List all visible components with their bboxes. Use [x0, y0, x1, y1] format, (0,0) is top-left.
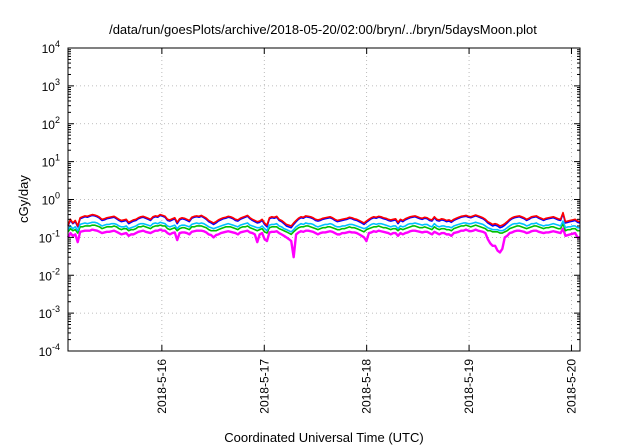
series-line-4 — [67, 222, 580, 236]
x-tick-label: 2018-5-18 — [360, 359, 374, 414]
y-tick-label: 10-3 — [39, 304, 60, 321]
series-line-1 — [67, 211, 581, 227]
grid — [68, 48, 580, 351]
y-tick-label: 104 — [42, 39, 60, 56]
x-axis-label: Coordinated Universal Time (UTC) — [224, 430, 423, 445]
x-axis-ticks: 2018-5-16 2018-5-17 2018-5-18 2018-5-19 2018… — [155, 48, 578, 414]
y-tick-label: 102 — [42, 115, 60, 132]
x-tick-label: 2018-5-20 — [564, 359, 578, 414]
y-axis-ticks: 10-4 10-3 10-2 10-1 100 101 102 103 104 — [39, 39, 580, 359]
y-tick-label: 10-2 — [39, 266, 60, 283]
series-line-2 — [67, 212, 581, 229]
series-line-3 — [67, 220, 580, 233]
y-tick-label: 10-1 — [39, 228, 60, 245]
x-tick-label: 2018-5-16 — [155, 359, 169, 414]
series-line-5 — [66, 227, 580, 259]
y-tick-label: 100 — [42, 191, 60, 208]
y-tick-label: 101 — [42, 153, 60, 170]
y-axis-label: cGy/day — [16, 175, 31, 223]
chart-title: /data/run/goesPlots/archive/2018-05-20/0… — [109, 22, 537, 37]
x-tick-label: 2018-5-17 — [257, 359, 271, 414]
y-tick-label: 10-4 — [39, 342, 60, 359]
x-tick-label: 2018-5-19 — [462, 359, 476, 414]
series-layer — [66, 211, 581, 259]
y-tick-label: 103 — [42, 77, 60, 94]
